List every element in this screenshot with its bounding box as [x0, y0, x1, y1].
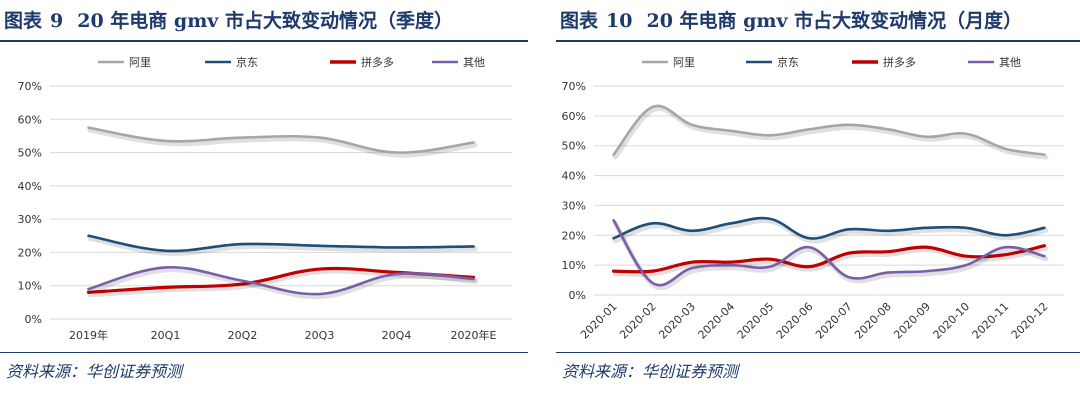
y-tick-label: 10% — [562, 259, 586, 272]
x-tick-label: 20Q1 — [151, 329, 181, 342]
x-tick-label: 2020-07 — [813, 300, 855, 342]
x-tick-label: 2020-12 — [1009, 300, 1051, 342]
series-line — [87, 266, 475, 296]
title-rule — [556, 40, 1080, 42]
series-shadow — [87, 267, 478, 300]
chart-panel-quarterly: 图表 9 20 年电商 gmv 市占大致变动情况（季度） 0% 10% 20% 30% 40… — [0, 0, 528, 411]
series-line — [612, 104, 1046, 156]
source-rule — [556, 352, 1080, 353]
series-line — [87, 234, 475, 253]
series-shadow — [87, 127, 478, 158]
y-tick-label: 20% — [18, 246, 42, 259]
x-tick-label: 20Q4 — [382, 329, 412, 342]
fig-label: 图表 — [560, 10, 599, 32]
x-tick-label: 2019年 — [69, 328, 108, 342]
x-tick-label: 2020-05 — [735, 300, 777, 342]
x-tick-label: 20Q2 — [228, 329, 258, 342]
fig-number: 10 — [606, 10, 633, 32]
y-tick-label: 30% — [18, 213, 42, 226]
legend-label: 拼多多 — [361, 55, 394, 69]
y-tick-label: 60% — [562, 110, 586, 123]
x-tick-label: 2020-01 — [578, 300, 620, 342]
x-tick-label: 2020-02 — [617, 300, 659, 342]
fig-title-text: 20 年电商 gmv 市占大致变动情况（季度） — [77, 10, 453, 32]
legend-label: 阿里 — [129, 56, 151, 69]
legend-label: 其他 — [999, 56, 1021, 69]
x-tick-label: 2020-03 — [656, 300, 698, 342]
series-line — [612, 216, 1046, 240]
series-line — [612, 219, 1046, 287]
chart-title-quarterly: 图表 9 20 年电商 gmv 市占大致变动情况（季度） — [4, 6, 453, 36]
source-note: 资料来源：华创证券预测 — [562, 362, 739, 381]
y-tick-label: 70% — [562, 80, 586, 93]
y-tick-label: 0% — [25, 313, 42, 326]
legend-label: 拼多多 — [883, 55, 916, 69]
line-chart-quarterly: 0% 10% 20% 30% 40% 50% 60% 70% 2019年 20Q1 20Q2 20Q3… — [18, 55, 512, 342]
y-tick-label: 10% — [18, 280, 42, 293]
y-tick-label: 20% — [562, 229, 586, 242]
legend-label: 其他 — [463, 56, 485, 69]
x-tick-label: 2020-09 — [891, 300, 933, 342]
title-rule — [0, 40, 528, 42]
source-rule — [0, 352, 528, 353]
y-tick-label: 40% — [18, 180, 42, 193]
source-note: 资料来源：华创证券预测 — [6, 362, 183, 381]
x-tick-label: 2020年E — [451, 328, 497, 342]
x-tick-label: 2020-06 — [774, 300, 816, 342]
y-tick-label: 70% — [18, 80, 42, 93]
fig-label: 图表 — [4, 10, 43, 32]
fig-title-text: 20 年电商 gmv 市占大致变动情况（月度） — [646, 10, 1023, 32]
x-tick-label: 20Q3 — [305, 329, 335, 342]
legend-label: 京东 — [777, 55, 799, 69]
legend-label: 阿里 — [673, 56, 695, 69]
series-shadow — [612, 105, 1049, 160]
y-tick-label: 30% — [562, 199, 586, 212]
x-tick-label: 2020-08 — [852, 300, 894, 342]
line-chart-monthly: 0%10%20%30%40%50%60%70%2020-012020-02202… — [562, 55, 1064, 342]
x-tick-label: 2020-04 — [696, 300, 738, 342]
series-line — [87, 126, 475, 154]
series-shadow — [87, 268, 478, 298]
y-tick-label: 50% — [18, 147, 42, 160]
y-tick-label: 50% — [562, 140, 586, 153]
series-shadow — [87, 235, 478, 256]
chart-title-monthly: 图表 10 20 年电商 gmv 市占大致变动情况（月度） — [560, 6, 1022, 36]
chart-panel-monthly: 图表 10 20 年电商 gmv 市占大致变动情况（月度） 0% 10% 20% 30% 4… — [556, 0, 1080, 411]
x-tick-label: 2020-11 — [970, 300, 1012, 342]
legend-label: 京东 — [236, 55, 258, 69]
y-tick-label: 40% — [562, 170, 586, 183]
x-tick-label: 2020-10 — [931, 300, 973, 342]
series-shadow — [612, 218, 1049, 244]
fig-number: 9 — [50, 10, 64, 32]
y-tick-label: 0% — [569, 289, 586, 302]
y-tick-label: 60% — [18, 113, 42, 126]
